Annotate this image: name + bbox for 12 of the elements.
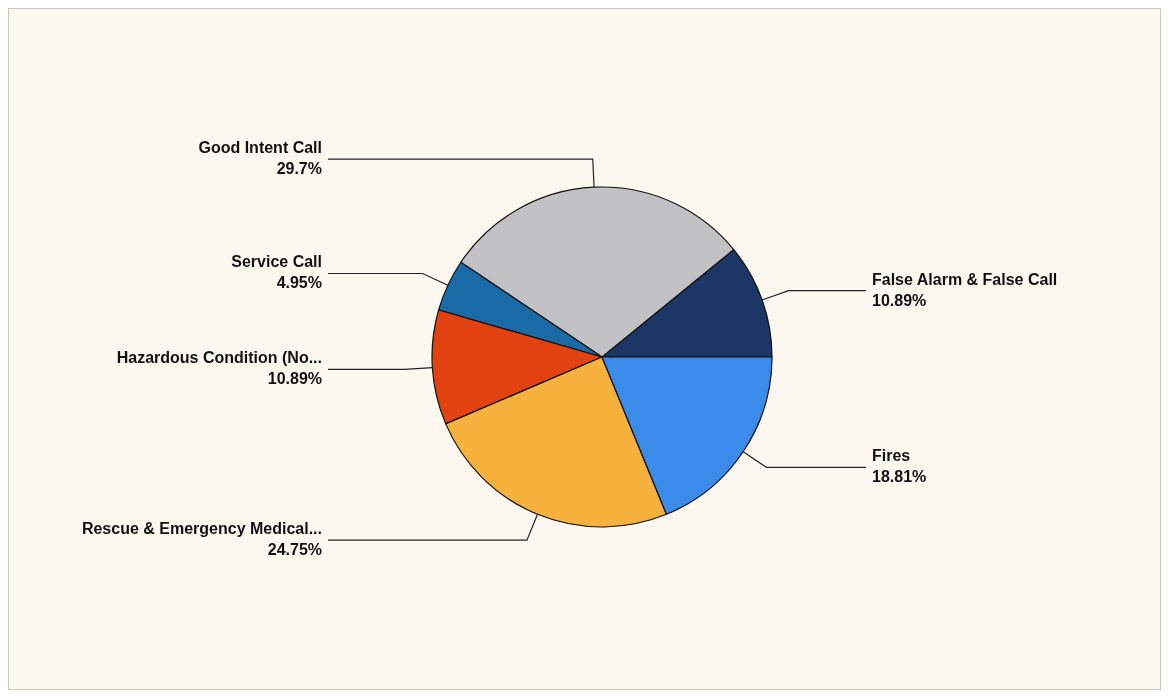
slice-label: Good Intent Call	[198, 139, 322, 157]
data-label: 10.89%	[872, 291, 927, 309]
data-label: 18.81%	[872, 468, 927, 486]
data-label: 10.89%	[267, 370, 322, 388]
slice-label: Rescue & Emergency Medical...	[81, 520, 322, 538]
slice-label: Service Call	[231, 253, 322, 271]
slice-label: Hazardous Condition (No...	[116, 349, 322, 367]
data-label: 29.7%	[276, 160, 322, 178]
slice-label: False Alarm & False Call	[872, 270, 1058, 288]
data-label: 4.95%	[276, 274, 322, 292]
data-label: 24.75%	[267, 541, 322, 559]
slice-label: Fires	[872, 447, 911, 465]
